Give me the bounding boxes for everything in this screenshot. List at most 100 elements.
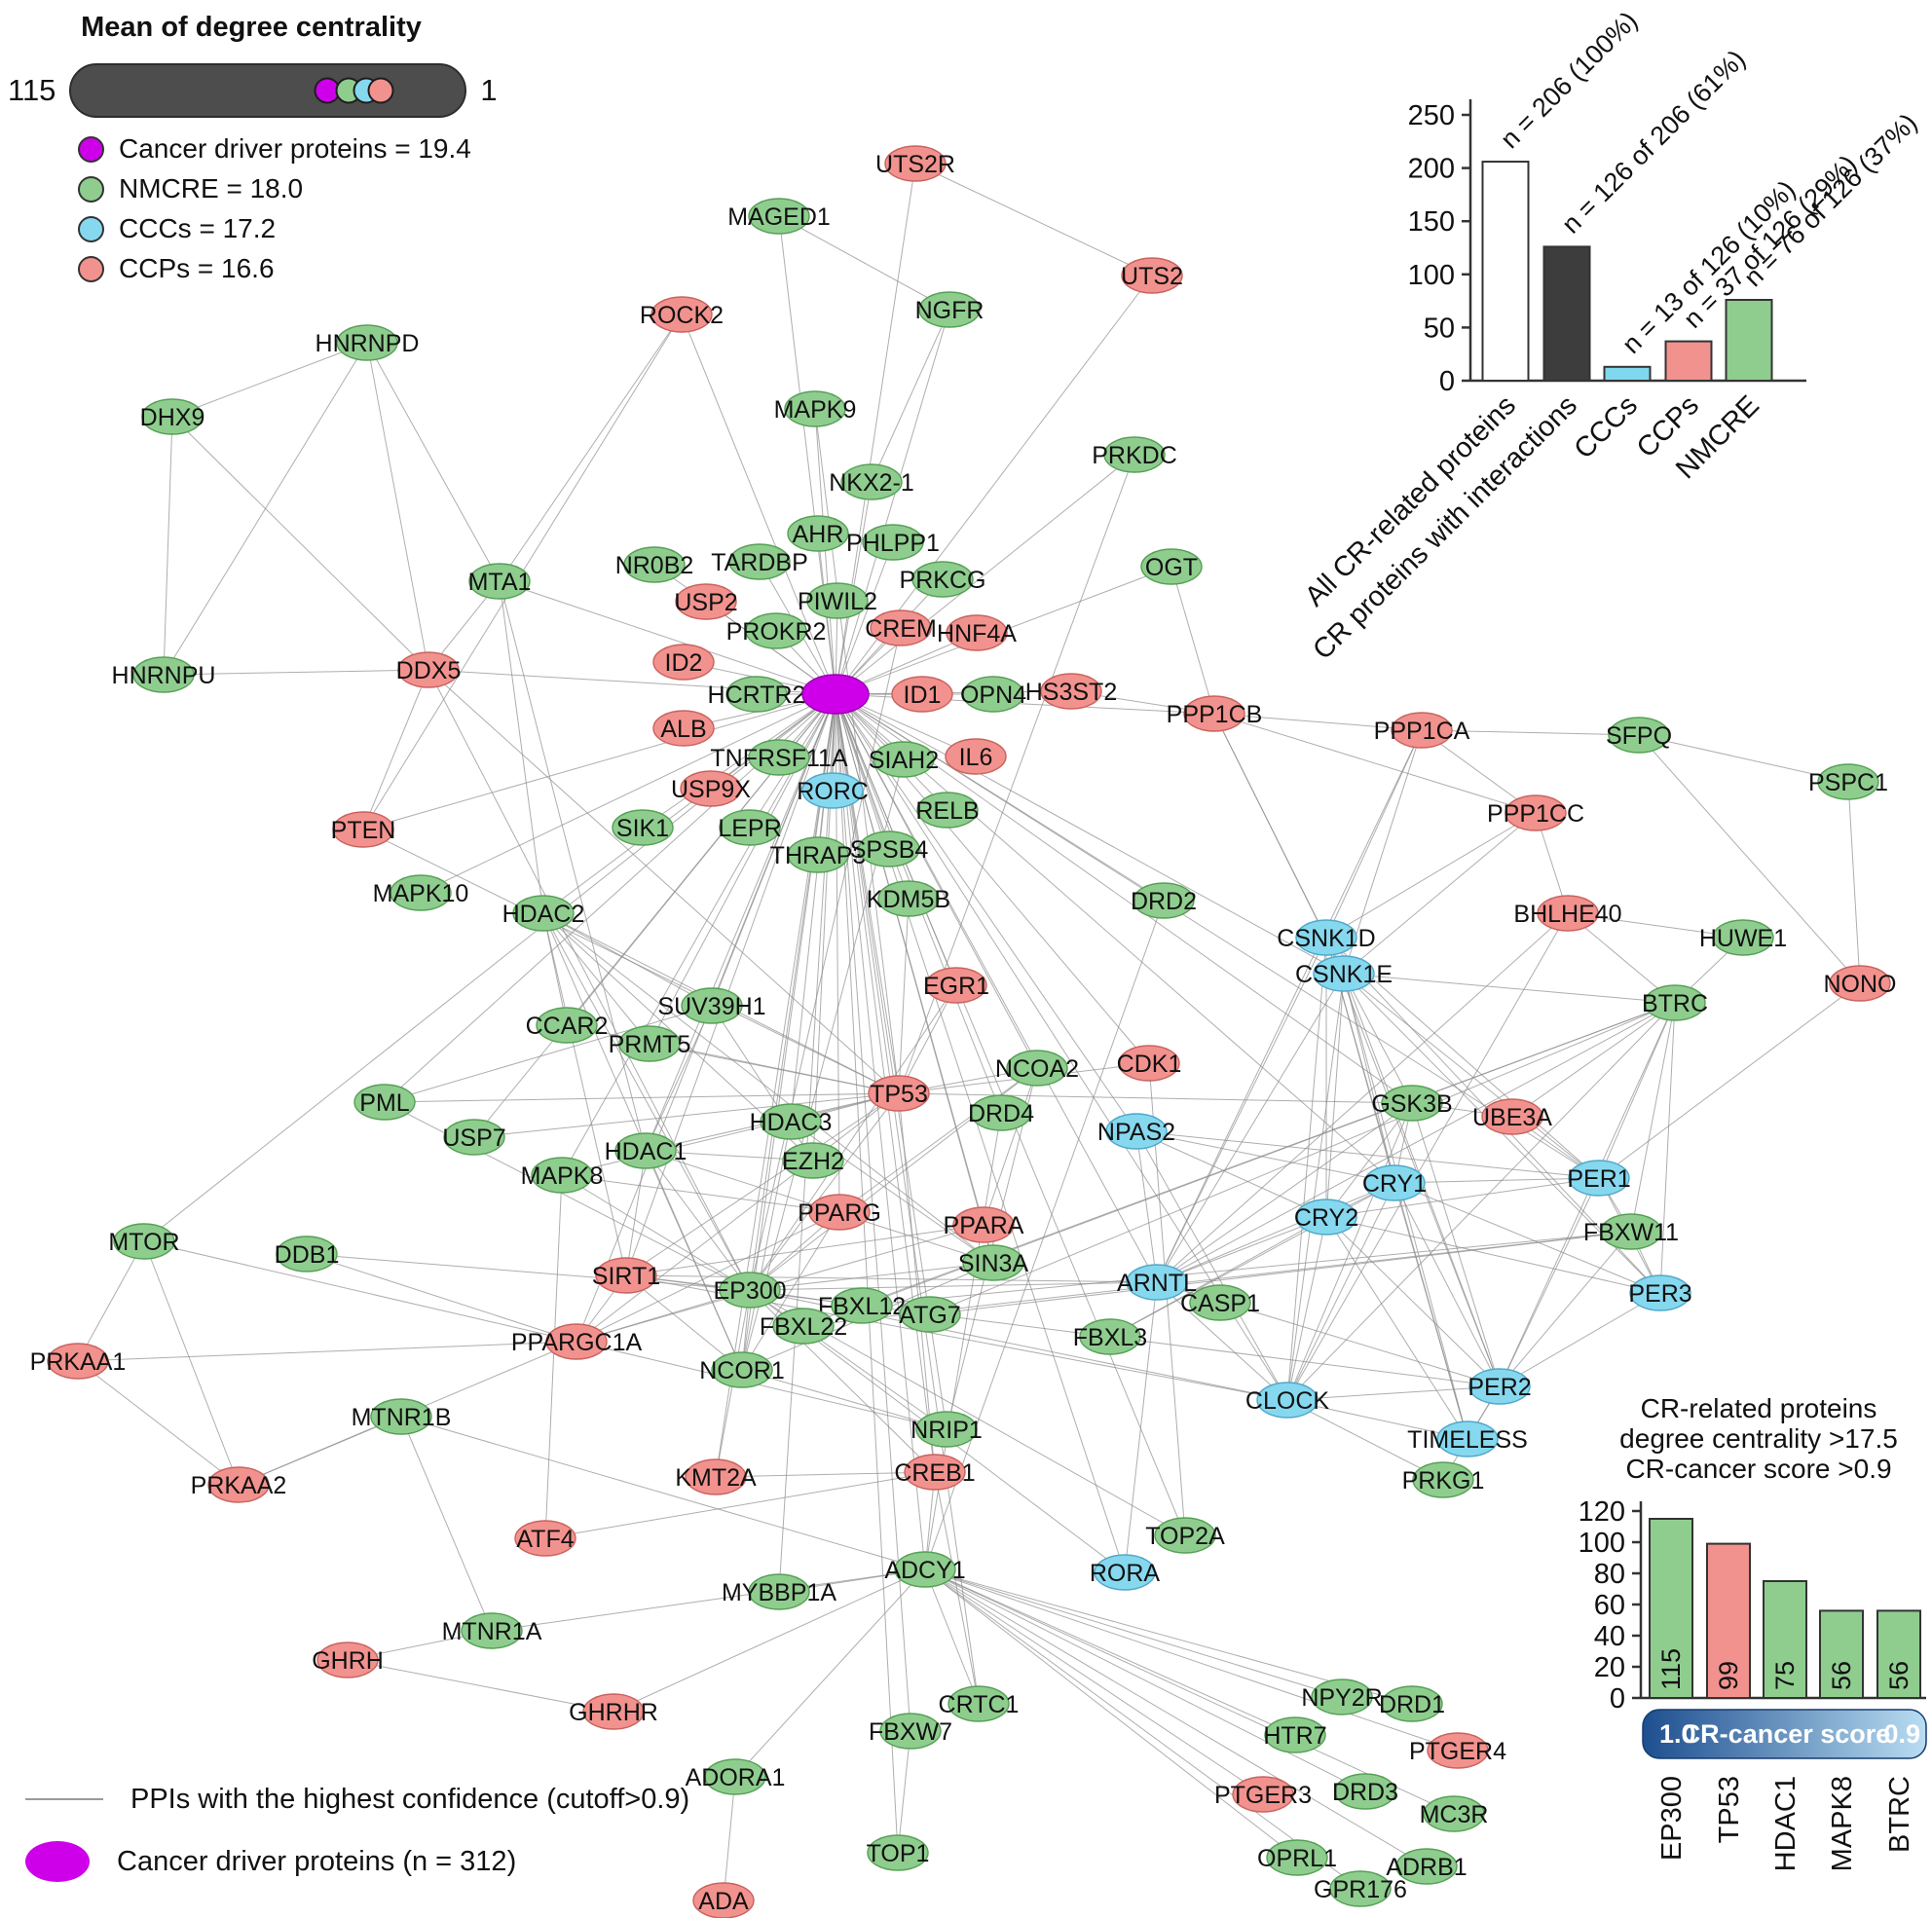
bar-NMCRE[interactable] — [1725, 299, 1773, 382]
node-PRKAA2[interactable]: PRKAA2 — [191, 1466, 287, 1503]
node-BHLHE40[interactable]: BHLHE40 — [1513, 895, 1622, 932]
node-SIRT1[interactable]: SIRT1 — [592, 1257, 660, 1294]
node-PML[interactable]: PML — [353, 1084, 416, 1121]
node-NGFR[interactable]: NGFR — [915, 291, 985, 328]
node-PTEN[interactable]: PTEN — [331, 811, 396, 848]
node-CRTC1[interactable]: CRTC1 — [939, 1685, 1020, 1722]
node-SFPQ[interactable]: SFPQ — [1606, 717, 1672, 754]
bar-CCPs[interactable] — [1664, 340, 1713, 383]
node-TOP1[interactable]: TOP1 — [867, 1834, 930, 1871]
node-GHRH[interactable]: GHRH — [312, 1641, 384, 1678]
node-EZH2[interactable]: EZH2 — [782, 1142, 844, 1179]
node-SPSB4[interactable]: SPSB4 — [850, 830, 929, 867]
node-PER3[interactable]: PER3 — [1628, 1274, 1692, 1311]
node-HUWE1[interactable]: HUWE1 — [1699, 919, 1787, 956]
node-KMT2A[interactable]: KMT2A — [675, 1458, 757, 1495]
node-FBXL12[interactable]: FBXL12 — [818, 1287, 906, 1324]
node-HTR7[interactable]: HTR7 — [1263, 1716, 1327, 1753]
node-NRIP1[interactable]: NRIP1 — [910, 1411, 983, 1448]
node-SIAH2[interactable]: SIAH2 — [869, 741, 939, 778]
node-SIK1[interactable]: SIK1 — [612, 809, 674, 846]
node-NPAS2[interactable]: NPAS2 — [1097, 1113, 1175, 1150]
node-PSPC1[interactable]: PSPC1 — [1808, 763, 1888, 800]
node-MTA1[interactable]: MTA1 — [468, 563, 532, 600]
node-MYBBP1A[interactable]: MYBBP1A — [722, 1573, 836, 1610]
node-GSK3B[interactable]: GSK3B — [1371, 1085, 1453, 1122]
node-DRD3[interactable]: DRD3 — [1332, 1773, 1398, 1810]
node-PIWIL2[interactable]: PIWIL2 — [798, 582, 877, 619]
node-PRKCG[interactable]: PRKCG — [900, 561, 986, 598]
node-PPARA[interactable]: PPARA — [944, 1206, 1024, 1243]
node-CCAR2[interactable]: CCAR2 — [526, 1007, 609, 1044]
node-USP9X[interactable]: USP9X — [671, 770, 751, 807]
node-ADRB1[interactable]: ADRB1 — [1386, 1848, 1468, 1885]
node-FBXL22[interactable]: FBXL22 — [760, 1308, 847, 1345]
node-CSNK1E[interactable]: CSNK1E — [1295, 955, 1393, 992]
node-RORC[interactable]: RORC — [797, 772, 869, 809]
node-SIN3A[interactable]: SIN3A — [958, 1244, 1029, 1281]
node-NONO[interactable]: NONO — [1824, 965, 1897, 1002]
node-MAGED1[interactable]: MAGED1 — [727, 198, 831, 235]
node-CREM[interactable]: CREM — [865, 609, 937, 646]
node-UTS2[interactable]: UTS2 — [1121, 257, 1183, 294]
bar-TP53[interactable] — [1706, 1542, 1751, 1699]
node-NR0B2[interactable]: NR0B2 — [615, 546, 694, 583]
node-CREB1[interactable]: CREB1 — [894, 1454, 976, 1491]
node-FBXW7[interactable]: FBXW7 — [869, 1713, 952, 1750]
node-NKX2-1[interactable]: NKX2-1 — [829, 463, 914, 500]
node-ALB[interactable]: ALB — [652, 710, 715, 747]
node-PTGER3[interactable]: PTGER3 — [1214, 1776, 1312, 1813]
node-PPP1CB[interactable]: PPP1CB — [1167, 695, 1263, 732]
node-TNFRSF11A[interactable]: TNFRSF11A — [710, 739, 848, 776]
bar-All CR-related proteins[interactable] — [1481, 161, 1530, 382]
node-ROCK2[interactable]: ROCK2 — [640, 296, 724, 333]
node-HDAC2[interactable]: HDAC2 — [502, 895, 585, 932]
node-MTOR[interactable]: MTOR — [108, 1223, 180, 1260]
node-USP2[interactable]: USP2 — [674, 583, 738, 620]
node-CDP[interactable] — [801, 674, 870, 715]
node-PER2[interactable]: PER2 — [1468, 1368, 1532, 1405]
node-PPP1CA[interactable]: PPP1CA — [1374, 712, 1470, 749]
node-RORA[interactable]: RORA — [1090, 1554, 1161, 1591]
node-CRY1[interactable]: CRY1 — [1362, 1164, 1427, 1201]
node-GPR176[interactable]: GPR176 — [1314, 1870, 1407, 1907]
node-NPY2R[interactable]: NPY2R — [1301, 1678, 1383, 1715]
node-ID2[interactable]: ID2 — [652, 644, 715, 681]
node-HNRNPD[interactable]: HNRNPD — [316, 324, 420, 361]
node-ADA[interactable]: ADA — [692, 1882, 755, 1918]
node-ADORA1[interactable]: ADORA1 — [686, 1758, 786, 1795]
node-PPARG[interactable]: PPARG — [798, 1194, 881, 1231]
node-HS3ST2[interactable]: HS3ST2 — [1025, 673, 1117, 710]
bar-HDAC1[interactable] — [1763, 1580, 1807, 1699]
node-CLOCK[interactable]: CLOCK — [1245, 1382, 1329, 1419]
node-GHRHR[interactable]: GHRHR — [569, 1693, 658, 1730]
node-PRKG1[interactable]: PRKG1 — [1402, 1461, 1485, 1498]
node-NCOR1[interactable]: NCOR1 — [699, 1351, 785, 1388]
node-OPN4[interactable]: OPN4 — [960, 676, 1026, 713]
node-OGT[interactable]: OGT — [1140, 548, 1203, 585]
node-TIMELESS[interactable]: TIMELESS — [1407, 1420, 1528, 1457]
bar-CR proteins with interactions[interactable] — [1542, 245, 1591, 382]
node-ATF4[interactable]: ATF4 — [514, 1520, 576, 1557]
node-DDB1[interactable]: DDB1 — [275, 1236, 340, 1273]
node-PRKAA1[interactable]: PRKAA1 — [30, 1343, 127, 1380]
node-MC3R[interactable]: MC3R — [1420, 1795, 1489, 1832]
bar-EP300[interactable] — [1649, 1518, 1693, 1699]
node-MAPK10[interactable]: MAPK10 — [373, 874, 469, 911]
node-PPARGC1A[interactable]: PPARGC1A — [511, 1323, 643, 1360]
node-OPRL1[interactable]: OPRL1 — [1257, 1839, 1337, 1876]
node-CASP1[interactable]: CASP1 — [1180, 1284, 1260, 1321]
node-ARNTL[interactable]: ARNTL — [1117, 1264, 1197, 1301]
node-USP7[interactable]: USP7 — [442, 1119, 506, 1156]
node-LEPR[interactable]: LEPR — [718, 809, 782, 846]
node-DHX9[interactable]: DHX9 — [140, 398, 205, 435]
node-SUV39H1[interactable]: SUV39H1 — [657, 987, 766, 1024]
node-PROKR2[interactable]: PROKR2 — [726, 612, 827, 649]
node-HNF4A[interactable]: HNF4A — [937, 614, 1017, 651]
node-CSNK1D[interactable]: CSNK1D — [1277, 919, 1376, 956]
node-DDX5[interactable]: DDX5 — [396, 651, 462, 688]
node-DRD1[interactable]: DRD1 — [1379, 1685, 1445, 1722]
bar-CCCs[interactable] — [1603, 365, 1652, 382]
node-EP300[interactable]: EP300 — [713, 1272, 787, 1309]
node-MAPK8[interactable]: MAPK8 — [521, 1157, 604, 1194]
